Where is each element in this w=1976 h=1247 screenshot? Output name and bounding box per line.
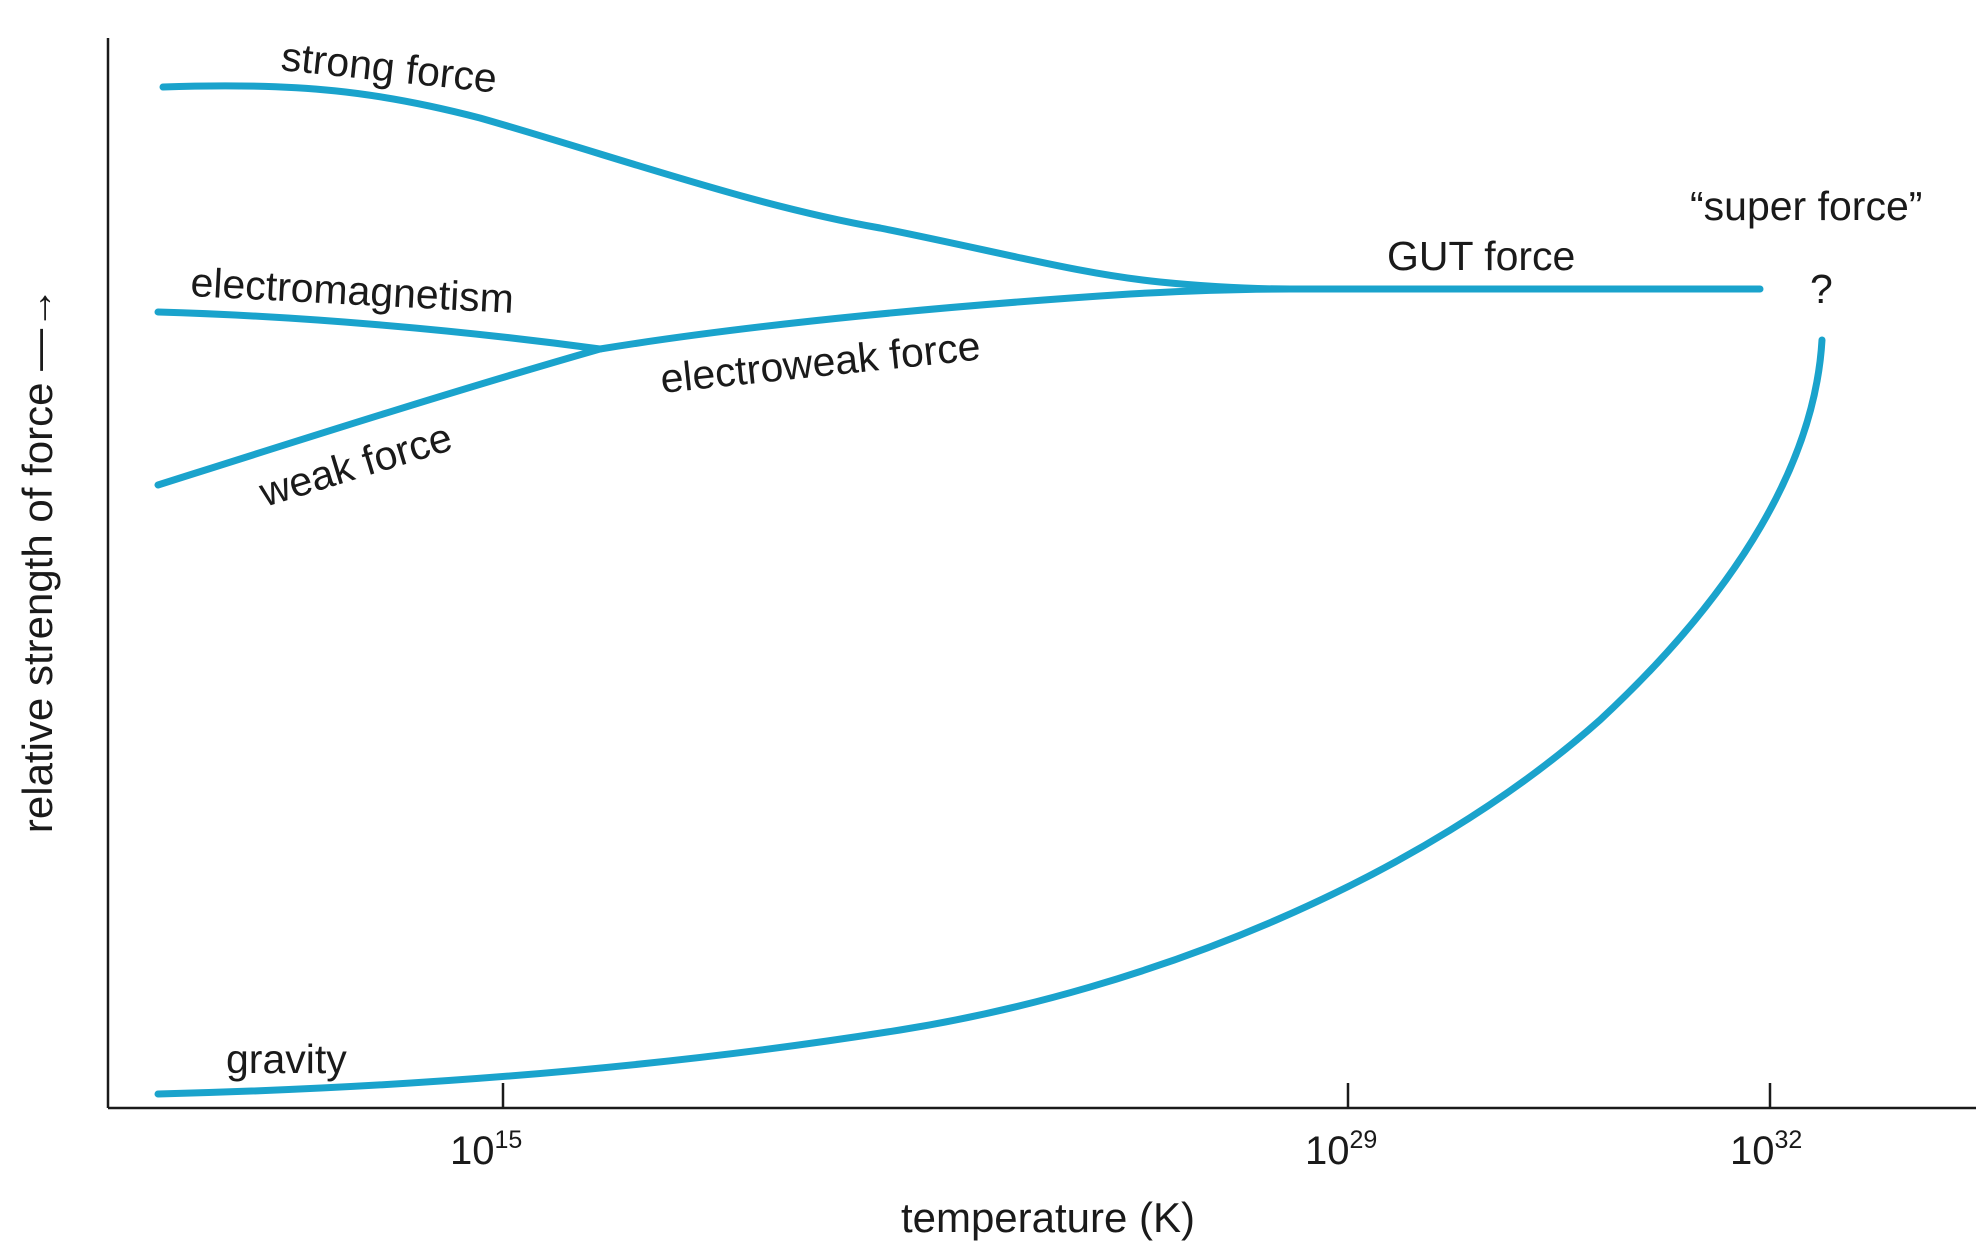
x-axis-title: temperature (K) (901, 1194, 1195, 1241)
x-tick-label-1e15-base: 10 (450, 1129, 495, 1173)
x-tick-label-1e32: 1032 (1730, 1126, 1802, 1173)
gut-force-label: GUT force (1387, 233, 1575, 279)
electroweak-force-curve (596, 285, 1294, 353)
gravity-curve (154, 336, 1826, 1098)
x-tick-label-1e15: 1015 (450, 1126, 522, 1173)
super-force-annotation: “super force” (1690, 183, 1922, 229)
y-axis-title: relative strength of force —→ (14, 287, 61, 833)
x-tick-label-1e29-exp: 29 (1350, 1126, 1378, 1154)
x-tick-label-1e29: 1029 (1305, 1126, 1377, 1173)
weak-force-curve (154, 345, 604, 489)
x-tick-label-1e32-base: 10 (1730, 1129, 1775, 1173)
strong-force-curve (159, 82, 1294, 293)
x-tick-label-1e32-exp: 32 (1775, 1126, 1803, 1154)
x-tick-label-1e15-exp: 15 (495, 1126, 523, 1154)
question-mark-annotation: ? (1810, 266, 1833, 312)
x-tick-label-1e29-base: 10 (1305, 1129, 1350, 1173)
gravity-label: gravity (226, 1036, 347, 1082)
electromagnetism-curve (154, 308, 604, 353)
weak-force-label: weak force (253, 414, 457, 516)
